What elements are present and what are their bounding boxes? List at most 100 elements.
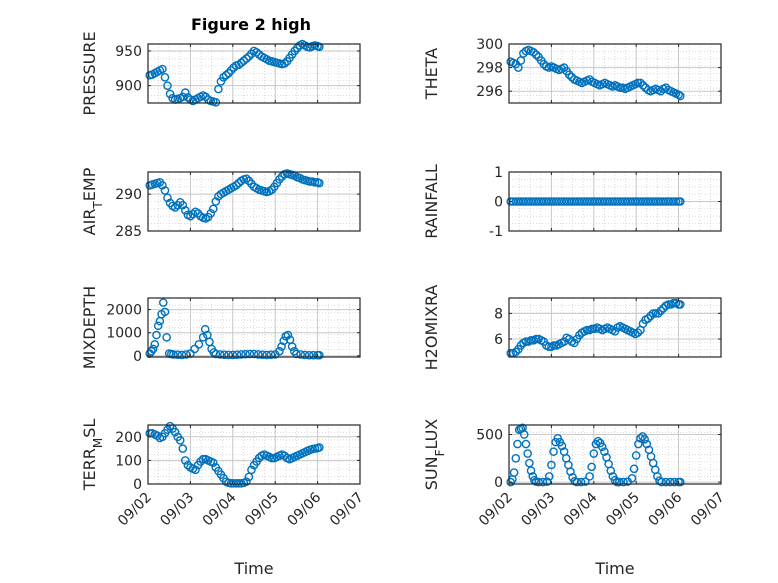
data-point: [211, 197, 221, 206]
y-axis-label: RAINFALL: [422, 164, 441, 239]
data-point: [640, 434, 649, 444]
data-point: [241, 349, 250, 359]
data-point: [547, 460, 556, 470]
data-point: [208, 204, 218, 214]
data-point: [244, 52, 254, 61]
data-point: [585, 472, 594, 481]
y-axis-label: SUNFLUX: [422, 419, 447, 491]
data-point: [606, 466, 616, 475]
data-point: [169, 350, 178, 359]
data-point: [158, 180, 167, 190]
y-tick-label: 1: [494, 165, 503, 181]
data-point: [290, 46, 300, 56]
figure-title: Figure 2 high: [191, 15, 311, 34]
data-point: [674, 90, 683, 100]
y-tick-label: 6: [494, 332, 503, 348]
data-point: [163, 81, 172, 90]
data-point: [267, 453, 277, 463]
data-point: [642, 439, 652, 449]
data-point: [521, 439, 531, 449]
x-tick-label: 09/04: [561, 489, 601, 529]
data-point: [629, 464, 639, 474]
data-point: [531, 50, 541, 59]
data-point: [175, 436, 185, 445]
axes-mixdepth: 0 1000 2000 MIXDEPTH: [80, 286, 361, 369]
axes-theta: 296 298 300 THETA: [422, 37, 722, 104]
y-axis-label: AIRTEMP: [80, 167, 105, 235]
data-point: [300, 350, 310, 360]
y-tick-label: 0: [494, 195, 503, 211]
data-point: [525, 458, 534, 468]
data-point: [653, 472, 662, 481]
data-point: [523, 449, 532, 458]
x-tick-label: 09/03: [157, 490, 197, 530]
data-point: [258, 350, 267, 359]
data-point: [310, 178, 320, 187]
data-point: [631, 451, 641, 460]
data-point: [231, 180, 241, 190]
data-point: [511, 347, 521, 357]
data-point: [661, 477, 671, 487]
data-point: [198, 454, 208, 464]
data-point: [200, 324, 210, 334]
data-point: [314, 42, 324, 52]
x-tick-label: 09/05: [242, 490, 282, 530]
data-point: [653, 309, 663, 318]
y-tick-label: 290: [115, 187, 142, 203]
data-point: [529, 47, 538, 57]
data-point: [516, 56, 526, 65]
series-h2omixra: [506, 298, 685, 358]
y-tick-label: 0: [133, 349, 142, 365]
x-tick-label: 09/06: [285, 489, 325, 529]
data-point: [309, 350, 318, 360]
data-point: [657, 477, 666, 487]
axes-frame: [147, 43, 361, 104]
y-tick-label: 200: [115, 430, 142, 446]
data-point: [643, 314, 653, 323]
data-point: [304, 350, 314, 360]
data-point: [163, 193, 172, 203]
data-point: [671, 197, 681, 206]
data-point: [244, 472, 254, 482]
data-point: [549, 341, 559, 350]
y-tick-label: 100: [115, 453, 142, 469]
series-pressure: [145, 39, 324, 107]
data-point: [236, 58, 246, 68]
data-point: [181, 350, 191, 359]
data-point: [153, 431, 162, 440]
data-point: [665, 477, 675, 487]
data-point: [633, 328, 643, 337]
series-sun_flux: [506, 423, 685, 487]
data-point: [266, 350, 276, 359]
data-point: [170, 427, 180, 437]
data-point: [314, 350, 324, 360]
data-point: [191, 465, 200, 475]
data-point: [314, 178, 324, 188]
data-point: [224, 68, 233, 78]
data-point: [277, 342, 286, 351]
data-point: [519, 430, 529, 439]
y-tick-label: 296: [476, 84, 503, 100]
data-point: [186, 211, 195, 221]
data-point: [160, 186, 170, 195]
data-point: [576, 477, 586, 487]
data-point: [234, 60, 244, 70]
data-point: [262, 350, 272, 360]
data-point: [675, 91, 685, 101]
data-point: [656, 306, 666, 316]
x-axis-label: Time: [233, 559, 273, 578]
data-point: [148, 344, 158, 354]
y-tick-label: -1: [489, 224, 503, 240]
x-axis-label: Time: [594, 559, 634, 578]
data-point: [160, 73, 170, 82]
axes-terr_msl: 0 100 200 09/02 09/03 09/04 09/05 09/06 09/07 Tim…: [80, 419, 367, 578]
y-tick-label: 0: [133, 477, 142, 493]
data-point: [228, 350, 238, 360]
data-point: [651, 309, 661, 318]
axes-air_temp: 285 290 AIRTEMP: [80, 167, 361, 240]
data-point: [511, 454, 521, 463]
data-point: [158, 64, 167, 74]
data-point: [178, 444, 188, 453]
data-point: [162, 333, 171, 342]
data-point: [165, 421, 175, 431]
